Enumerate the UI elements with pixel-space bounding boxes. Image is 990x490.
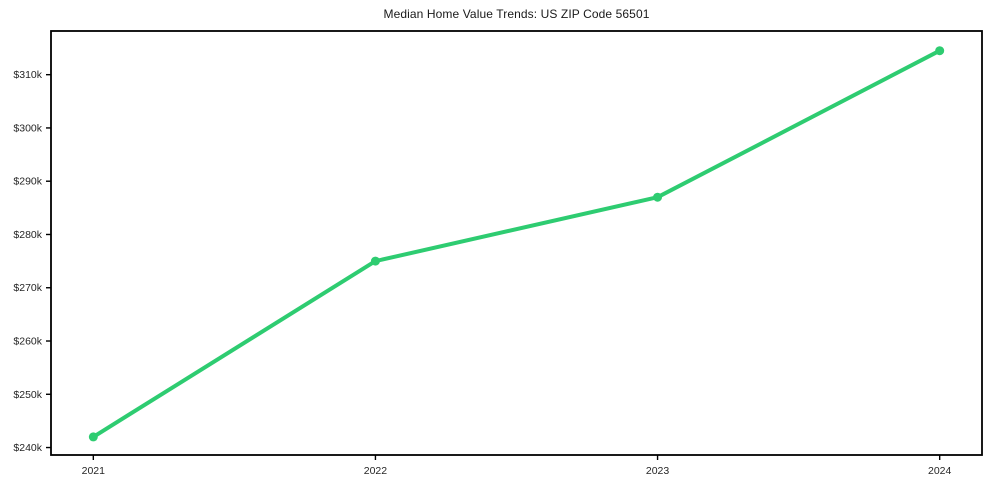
x-tick-label: 2022 (364, 465, 388, 477)
y-tick-label: $250k (13, 389, 42, 401)
axes-frame (50, 30, 983, 456)
plot-area: $240k $250k $260k $270k $280k $290k $300k $310k… (13, 30, 983, 477)
data-point-marker (653, 192, 663, 202)
y-tick-label: $280k (13, 229, 42, 241)
x-tick-label: 2023 (646, 465, 670, 477)
trend-line (91, 48, 942, 439)
y-tick-label: $240k (13, 442, 42, 454)
plot-background (51, 31, 982, 455)
data-point-marker (370, 256, 380, 266)
y-tick-label: $270k (13, 282, 42, 294)
data-point-marker (935, 46, 945, 56)
y-tick-label: $310k (13, 69, 42, 81)
y-tick-label: $300k (13, 122, 42, 134)
chart-title: Median Home Value Trends: US ZIP Code 56… (383, 7, 650, 21)
data-point-marker (88, 432, 98, 442)
x-tick-label: 2024 (928, 465, 952, 477)
y-tick-label: $290k (13, 176, 42, 188)
x-tick-label: 2021 (82, 465, 106, 477)
y-tick-label: $260k (13, 336, 42, 348)
